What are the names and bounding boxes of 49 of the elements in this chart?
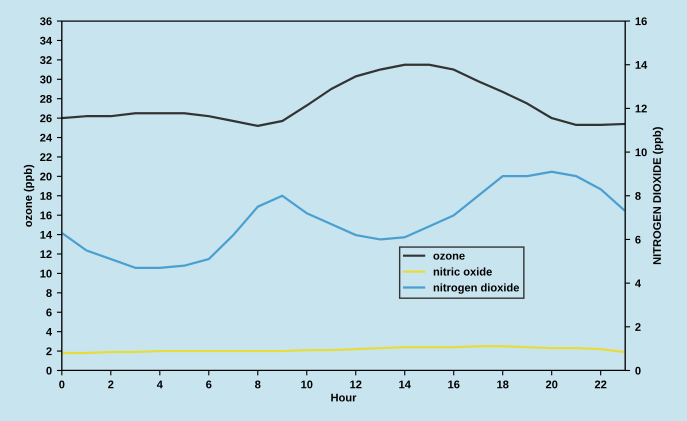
y2-tick-label: 4 <box>635 280 642 288</box>
y2-tick-label: 0 <box>635 366 641 375</box>
x-tick-label: 14 <box>399 380 411 388</box>
x-tick-label: 18 <box>497 380 509 388</box>
y2-axis-title: NITROGEN DIOXIDE (ppb) <box>652 127 664 264</box>
y2-tick-label: 6 <box>635 236 641 244</box>
x-tick-label: 4 <box>156 380 163 388</box>
x-axis-title: Hour <box>331 394 356 402</box>
legend-label: ozone <box>433 254 465 260</box>
x-tick-label: 12 <box>350 380 362 388</box>
x-tick-label: 0 <box>59 380 64 388</box>
y2-tick-label: 8 <box>635 192 641 200</box>
x-tick-label: 22 <box>594 380 606 388</box>
y2-tick-label: 2 <box>635 323 641 331</box>
y-tick-label: 22 <box>40 153 52 161</box>
y-tick-label: 0 <box>46 366 52 375</box>
y-tick-label: 14 <box>40 230 52 239</box>
y-tick-label: 20 <box>40 172 52 180</box>
y-tick-label: 28 <box>40 94 52 103</box>
line-series <box>62 170 626 269</box>
y-tick-label: 16 <box>40 211 52 220</box>
y-tick-label: 10 <box>40 270 52 278</box>
y-tick-label: 24 <box>40 134 52 142</box>
y-tick-label: 34 <box>40 36 52 45</box>
y-tick-label: 12 <box>40 250 52 258</box>
x-tick-label: 6 <box>206 380 212 388</box>
y2-tick-label: 14 <box>636 61 648 69</box>
y-tick-label: 32 <box>40 56 52 64</box>
y-tick-label: 8 <box>46 289 52 297</box>
y-tick-label: 30 <box>40 76 52 84</box>
x-tick-label: 20 <box>546 380 558 388</box>
x-tick-label: 8 <box>255 380 261 388</box>
y-tick-label: 4 <box>46 328 52 336</box>
legend-label: nitrogen dioxide <box>434 283 520 294</box>
x-tick-label: 2 <box>108 380 114 388</box>
y-tick-label: 6 <box>46 308 52 316</box>
y-tick-label: 26 <box>40 114 52 122</box>
line-series <box>62 345 626 354</box>
y2-tick-label: 16 <box>636 17 647 26</box>
x-tick-label: 10 <box>301 380 312 388</box>
legend-label: nitric oxide <box>434 267 492 276</box>
y-tick-label: 18 <box>40 192 52 200</box>
y2-tick-label: 12 <box>636 104 647 112</box>
y-tick-label: 36 <box>40 17 52 26</box>
y-axis-title: ozone (ppb) <box>24 164 34 227</box>
x-tick-label: 16 <box>448 380 460 388</box>
y2-tick-label: 10 <box>636 148 647 156</box>
y-tick-label: 2 <box>46 347 52 356</box>
line-series <box>62 64 626 127</box>
